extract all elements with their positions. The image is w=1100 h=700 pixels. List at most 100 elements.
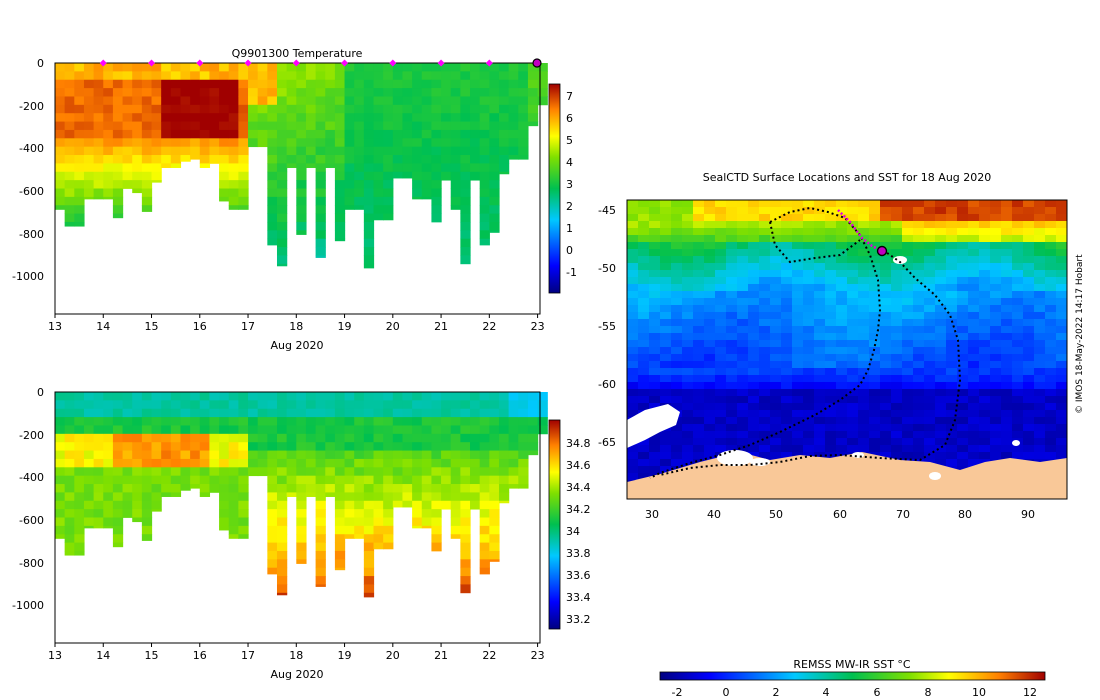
sst-cell	[649, 298, 661, 306]
section-cell	[209, 155, 220, 164]
sst-cell	[836, 445, 848, 453]
section-cell	[238, 121, 249, 131]
section-cell	[122, 138, 133, 148]
sst-cell	[946, 361, 958, 369]
section-cell	[354, 417, 365, 426]
section-cell	[122, 509, 133, 518]
sst-cell	[704, 263, 716, 271]
sst-cell	[891, 375, 903, 383]
sst-cell	[902, 340, 914, 348]
sst-cell	[913, 214, 925, 222]
sst-cell	[1012, 431, 1024, 439]
section-cell	[412, 79, 423, 89]
sst-cell	[1001, 319, 1013, 327]
section-cell	[518, 88, 529, 97]
sst-cell	[858, 249, 870, 257]
sst-cell	[858, 263, 870, 271]
section-cell	[93, 113, 104, 122]
sst-cell	[924, 284, 936, 292]
sst-cell	[649, 270, 661, 278]
sst-cell	[803, 284, 815, 292]
sst-cell	[1056, 361, 1067, 369]
section-cell	[55, 492, 66, 502]
section-cell	[103, 425, 114, 435]
section-cell	[112, 433, 124, 443]
section-cell	[132, 433, 143, 443]
sst-cell	[869, 368, 881, 376]
sst-cell	[627, 235, 639, 243]
section-cell	[132, 417, 143, 426]
section-cell	[325, 138, 336, 148]
section-cell	[74, 392, 85, 401]
sst-cell	[726, 333, 738, 341]
x-tick-label: 21	[434, 320, 448, 333]
sst-cell	[715, 235, 727, 243]
section-cell	[103, 96, 114, 106]
section-cell	[122, 467, 133, 477]
section-cell	[421, 129, 433, 139]
section-cell	[132, 450, 143, 460]
section-cell	[489, 230, 500, 233]
sst-cell	[781, 445, 793, 453]
section-cell	[296, 484, 307, 493]
section-cell	[296, 230, 307, 235]
section-cell	[122, 450, 133, 460]
sst-cell	[924, 312, 936, 320]
sst-cell	[792, 305, 804, 313]
sst-cell	[803, 417, 815, 425]
sst-cell	[1045, 200, 1057, 208]
section-cell	[161, 433, 172, 443]
section-cell	[286, 121, 297, 131]
sst-cell	[1023, 305, 1035, 313]
x-tick-label: 17	[241, 649, 255, 662]
sst-cell	[1045, 410, 1057, 418]
sst-cell	[748, 368, 760, 376]
section-cell	[441, 104, 452, 114]
sst-cell	[803, 375, 815, 383]
sst-cell	[704, 221, 716, 229]
section-cell	[161, 121, 172, 131]
sst-cell	[814, 368, 826, 376]
sst-cell	[693, 382, 705, 390]
section-cell	[180, 113, 191, 122]
section-cell	[74, 433, 85, 443]
sst-cell	[1012, 382, 1024, 390]
section-cell	[228, 484, 239, 493]
sst-cell	[814, 333, 826, 341]
section-cell	[74, 171, 85, 181]
section-cell	[55, 408, 66, 418]
section-cell	[74, 63, 85, 72]
sst-cell	[825, 305, 837, 313]
map-lat-tick: -45	[598, 204, 616, 217]
sst-cell	[715, 326, 727, 334]
sst-cell	[671, 431, 683, 439]
temperature-cb-tick: 3	[566, 178, 573, 191]
map-lat-tick: -60	[598, 378, 616, 391]
sst-cell	[781, 438, 793, 446]
section-cell	[161, 442, 172, 451]
sst-cell	[660, 235, 672, 243]
sst-cell	[627, 270, 639, 278]
section-cell	[64, 525, 75, 535]
sst-cell	[902, 305, 914, 313]
sst-cell	[627, 389, 639, 397]
sst-cell	[990, 452, 1002, 460]
sst-cell	[814, 284, 826, 292]
sst-cell	[803, 368, 815, 376]
section-cell	[74, 467, 85, 477]
section-cell	[392, 400, 404, 410]
section-cell	[460, 96, 471, 106]
sst-cell	[825, 340, 837, 348]
section-cell	[151, 475, 162, 485]
sst-cell	[748, 298, 760, 306]
sst-cell	[726, 319, 738, 327]
sst-cell	[748, 382, 760, 390]
section-cell	[460, 417, 471, 426]
sst-map-panel: SealCTD Surface Locations and SST for 18…	[598, 171, 1085, 699]
sst-cell	[1023, 417, 1035, 425]
section-cell	[190, 442, 201, 451]
section-cell	[383, 500, 394, 510]
section-cell	[392, 96, 404, 106]
sst-cell	[726, 375, 738, 383]
sst-cell	[671, 340, 683, 348]
